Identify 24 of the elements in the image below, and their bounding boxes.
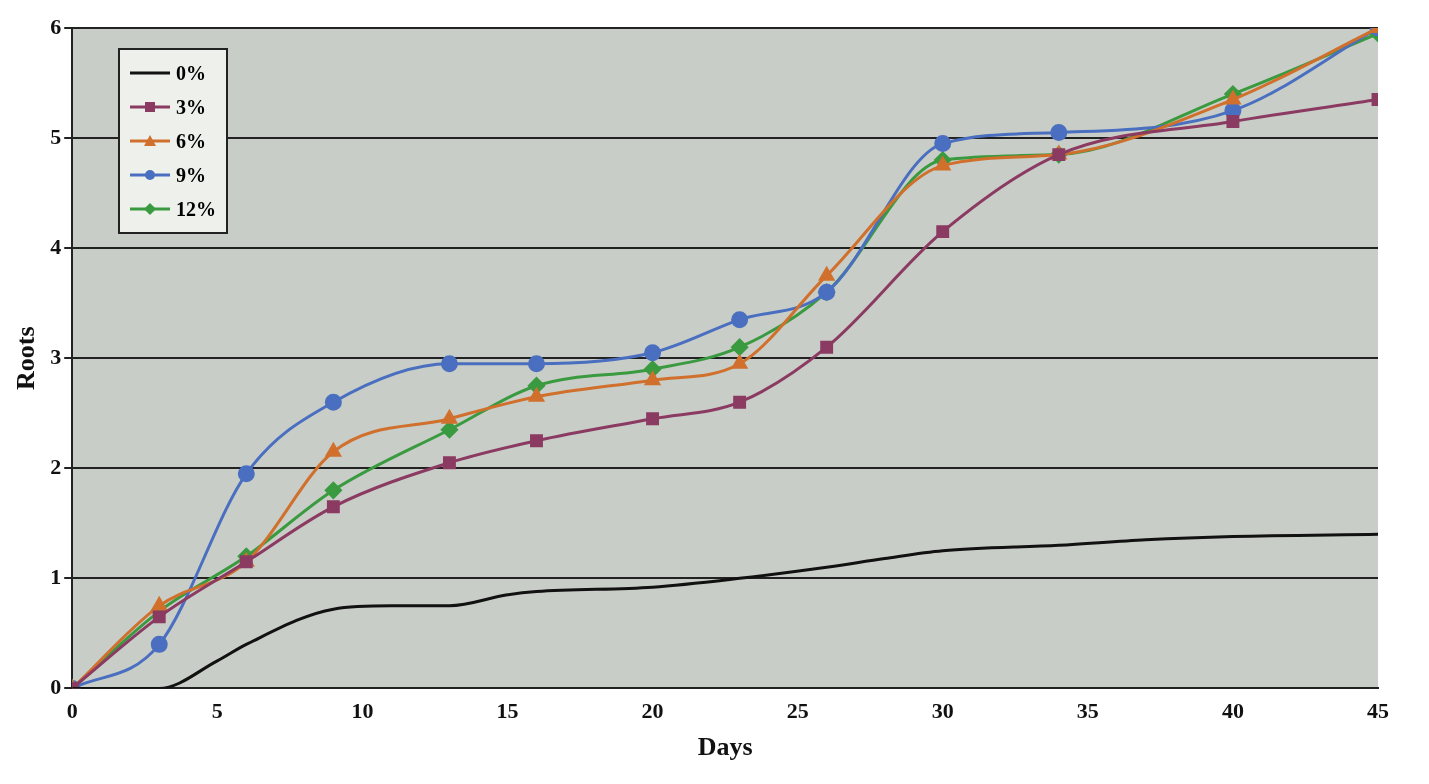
y-tick-label: 6	[50, 13, 62, 39]
x-tick-label: 15	[496, 698, 519, 724]
y-tick-label: 2	[50, 453, 62, 479]
x-tick-label: 10	[351, 698, 374, 724]
y-tick-label: 5	[50, 123, 62, 149]
y-tick-label: 0	[50, 674, 62, 700]
y-tick-label: 1	[50, 564, 62, 590]
x-tick-label: 5	[211, 698, 223, 724]
legend-label: 0%	[176, 61, 206, 86]
x-tick-label: 30	[931, 698, 954, 724]
x-tick-label: 20	[641, 698, 664, 724]
x-tick-label: 0	[66, 698, 78, 724]
x-tick-label: 45	[1367, 698, 1389, 724]
legend-label: 6%	[176, 129, 206, 154]
legend-label: 3%	[176, 95, 206, 120]
y-tick-label: 3	[50, 343, 62, 369]
y-tick-label: 4	[50, 233, 62, 259]
x-axis-title: Days	[697, 732, 753, 762]
y-axis-title: Roots	[11, 326, 41, 390]
x-tick-label: 25	[786, 698, 809, 724]
legend-label: 9%	[176, 163, 206, 188]
x-tick-label: 35	[1076, 698, 1099, 724]
legend-label: 12%	[176, 197, 216, 222]
x-tick-label: 40	[1221, 698, 1244, 724]
